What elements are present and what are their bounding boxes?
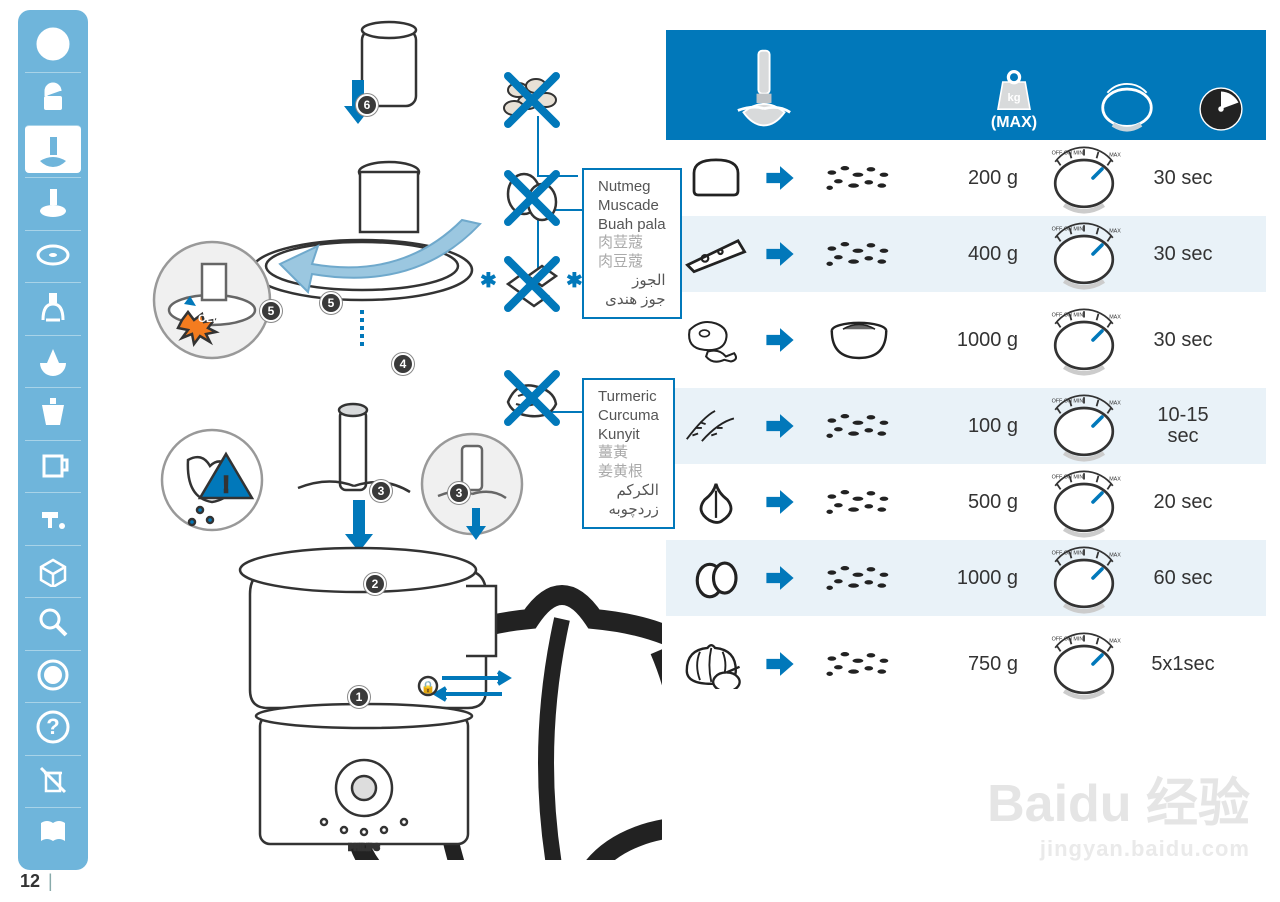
callout-turmeric: Turmeric Curcuma Kunyit 薑黃 姜黄根 الكركم زر… bbox=[582, 378, 675, 529]
arrow-right-icon bbox=[763, 561, 797, 595]
meat-icon bbox=[683, 315, 749, 365]
time-value: 20 sec bbox=[1144, 492, 1222, 513]
blade-icon[interactable] bbox=[25, 125, 81, 174]
assembly-diagram: 🔒 PHILIPS bbox=[102, 10, 662, 850]
step-badge-3: 3 bbox=[370, 480, 392, 502]
dial-icon bbox=[1039, 466, 1129, 538]
nuts-icon bbox=[683, 553, 749, 603]
dial-icon bbox=[1039, 304, 1129, 376]
time-value: 5x1sec bbox=[1144, 654, 1222, 675]
manual-icon[interactable] bbox=[25, 807, 81, 856]
page-number: 12| bbox=[20, 871, 53, 892]
alert-icon[interactable] bbox=[25, 20, 81, 68]
juicer-icon[interactable] bbox=[25, 387, 81, 436]
arrow-right-icon bbox=[763, 323, 797, 357]
result-icon bbox=[821, 556, 897, 600]
arrow-right-icon bbox=[763, 161, 797, 195]
result-icon bbox=[821, 318, 897, 362]
svg-text:PHILIPS: PHILIPS bbox=[349, 843, 380, 852]
step-badge-4: 4 bbox=[392, 353, 414, 375]
table-row: 1000 g 60 sec bbox=[666, 540, 1266, 616]
jug-icon[interactable] bbox=[25, 440, 81, 489]
prohibited-coffee bbox=[498, 70, 568, 135]
svg-text:🔒: 🔒 bbox=[421, 680, 436, 694]
max-label: (MAX) bbox=[991, 114, 1037, 132]
table-row: 750 g 5x1sec bbox=[666, 616, 1266, 712]
time-value: 60 sec bbox=[1144, 568, 1222, 589]
table-row: 400 g 30 sec bbox=[666, 216, 1266, 292]
dough-blade-icon[interactable] bbox=[25, 177, 81, 226]
garlic-icon bbox=[683, 477, 749, 527]
weight-value: 400 g bbox=[914, 243, 1024, 266]
weight-value: 200 g bbox=[914, 167, 1024, 190]
callout-nutmeg: Nutmeg Muscade Buah pala 肉荳蔻 肉豆蔻 الجوز ج… bbox=[582, 168, 682, 319]
step-badge-5: 5 bbox=[320, 292, 342, 314]
dial-icon bbox=[1039, 218, 1129, 290]
result-icon bbox=[821, 642, 897, 686]
click-label: CLICK bbox=[198, 313, 232, 325]
step-badge-2: 2 bbox=[364, 573, 386, 595]
svg-text:!: ! bbox=[223, 472, 229, 497]
guarantee-icon[interactable] bbox=[25, 650, 81, 699]
time-value: 10-15sec bbox=[1144, 405, 1222, 447]
tap-icon[interactable] bbox=[25, 492, 81, 541]
time-value: 30 sec bbox=[1144, 244, 1222, 265]
magnifier-icon[interactable] bbox=[25, 597, 81, 646]
herbs-icon bbox=[683, 401, 749, 451]
arrow-right-icon bbox=[763, 485, 797, 519]
weight-value: 1000 g bbox=[914, 567, 1024, 590]
arrow-right-icon bbox=[763, 647, 797, 681]
snowflake-icon: ✱ bbox=[566, 268, 583, 293]
blade-tool-icon bbox=[736, 46, 792, 132]
prohibited-nutmeg bbox=[498, 168, 568, 233]
weight-value: 750 g bbox=[914, 653, 1024, 676]
snowflake-icon: ✱ bbox=[480, 268, 497, 293]
settings-table: (MAX) 200 g 30 sec 400 g 30 sec 1000 g 30 sec… bbox=[666, 30, 1266, 902]
dial-icon bbox=[1094, 76, 1160, 132]
unlock-icon[interactable] bbox=[25, 72, 81, 121]
dial-icon bbox=[1039, 628, 1129, 700]
storage-icon[interactable] bbox=[25, 545, 81, 594]
table-row: 500 g 20 sec bbox=[666, 464, 1266, 540]
weight-value: 1000 g bbox=[914, 329, 1024, 352]
weight-value: 500 g bbox=[914, 491, 1024, 514]
prohibited-turmeric bbox=[498, 368, 568, 433]
onion-icon bbox=[683, 639, 749, 689]
arrow-right-icon bbox=[763, 409, 797, 443]
result-icon bbox=[821, 404, 897, 448]
dial-icon bbox=[1039, 390, 1129, 462]
svg-text:?: ? bbox=[46, 714, 59, 739]
table-row: 1000 g 30 sec bbox=[666, 292, 1266, 388]
weight-icon bbox=[990, 66, 1038, 114]
time-value: 30 sec bbox=[1144, 330, 1222, 351]
question-icon[interactable]: ? bbox=[25, 702, 81, 751]
table-row: 200 g 30 sec bbox=[666, 140, 1266, 216]
whisk-icon[interactable] bbox=[25, 282, 81, 331]
no-bin-icon[interactable] bbox=[25, 755, 81, 804]
step-badge-5: 5 bbox=[260, 300, 282, 322]
bread-icon bbox=[683, 153, 749, 203]
weight-value: 100 g bbox=[914, 415, 1024, 438]
arrow-right-icon bbox=[763, 237, 797, 271]
section-sidebar: ? bbox=[18, 10, 88, 870]
result-icon bbox=[821, 480, 897, 524]
step-badge-3: 3 bbox=[448, 482, 470, 504]
assembly-scene: 🔒 PHILIPS bbox=[102, 10, 662, 860]
table-row: 100 g 10-15sec bbox=[666, 388, 1266, 464]
prohibited-ice: ✱ ✱ bbox=[498, 254, 568, 319]
time-value: 30 sec bbox=[1144, 168, 1222, 189]
dial-icon bbox=[1039, 542, 1129, 614]
step-badge-1: 1 bbox=[348, 686, 370, 708]
disc-icon[interactable] bbox=[25, 230, 81, 279]
cheese-icon bbox=[683, 229, 749, 279]
dial-icon bbox=[1039, 142, 1129, 214]
result-icon bbox=[821, 156, 897, 200]
timer-icon bbox=[1198, 86, 1244, 132]
step-badge-6: 6 bbox=[356, 94, 378, 116]
citrus-press-icon[interactable] bbox=[25, 335, 81, 384]
table-header: (MAX) bbox=[666, 30, 1266, 140]
result-icon bbox=[821, 232, 897, 276]
